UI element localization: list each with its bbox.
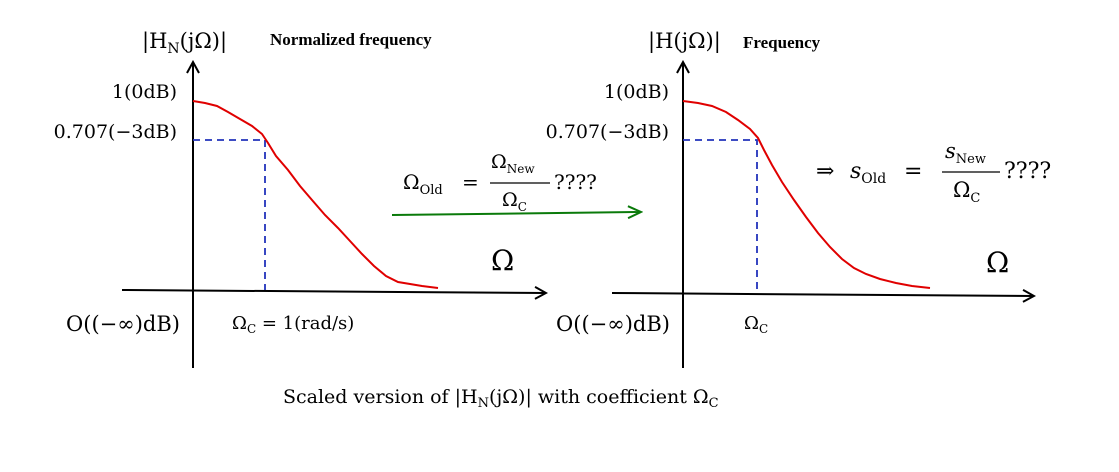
right-y-tick-bottom: O((−∞)dB)	[556, 312, 670, 336]
right-y-tick-top: 1(0dB)	[604, 81, 669, 103]
middle-formula-lhs: ΩOld	[403, 170, 443, 198]
left-panel: |HN(jΩ)| Normalized frequency 1(0dB) 0.7…	[54, 29, 546, 368]
right-x-axis-label: Ω	[986, 246, 1009, 279]
right-y-tick-mid: 0.707(−3dB)	[546, 121, 669, 143]
middle-formula-equals: =	[462, 170, 479, 194]
left-y-tick-bottom: O((−∞)dB)	[66, 312, 180, 336]
left-x-axis-label: Ω	[491, 244, 514, 277]
right-x-axis	[611, 293, 1034, 296]
right-formula-denominator: ΩC	[953, 178, 980, 206]
right-formula-numerator: sNew	[945, 139, 986, 167]
left-y-tick-mid: 0.707(−3dB)	[54, 121, 177, 143]
caption: Scaled version of |HN(jΩ)| with coeffici…	[283, 386, 719, 411]
right-formula-implies: ⇒	[816, 159, 834, 184]
right-dashed-level	[683, 139, 758, 292]
right-response-curve	[682, 100, 931, 289]
right-ylabel-text: Frequency	[743, 33, 821, 52]
right-formula-equals: =	[904, 159, 922, 184]
left-response-curve	[192, 100, 439, 289]
right-formula-suffix: ????	[1004, 159, 1051, 184]
middle-formula-denominator: ΩC	[502, 189, 527, 214]
middle-formula-suffix: ????	[554, 170, 597, 194]
transform-arrow	[391, 212, 641, 215]
left-cutoff-label: ΩC = 1(rad/s)	[232, 313, 354, 336]
right-cutoff-label: ΩC	[744, 313, 768, 336]
right-ylabel-math: |H(jΩ)|	[648, 29, 721, 54]
right-formula-lhs: sOld	[850, 159, 886, 187]
middle-formula: ΩOld = ΩNew ΩC ????	[403, 151, 597, 214]
left-ylabel-math: |HN(jΩ)|	[142, 29, 227, 57]
left-x-axis	[121, 290, 546, 293]
right-panel: |H(jΩ)| Frequency 1(0dB) 0.707(−3dB) O((…	[546, 29, 1034, 368]
left-ylabel-text: Normalized frequency	[270, 30, 432, 49]
left-dashed-level	[193, 139, 266, 290]
right-formula: ⇒ sOld = sNew ΩC ????	[816, 139, 1051, 206]
middle-formula-numerator: ΩNew	[491, 151, 535, 176]
left-y-tick-top: 1(0dB)	[112, 81, 177, 103]
